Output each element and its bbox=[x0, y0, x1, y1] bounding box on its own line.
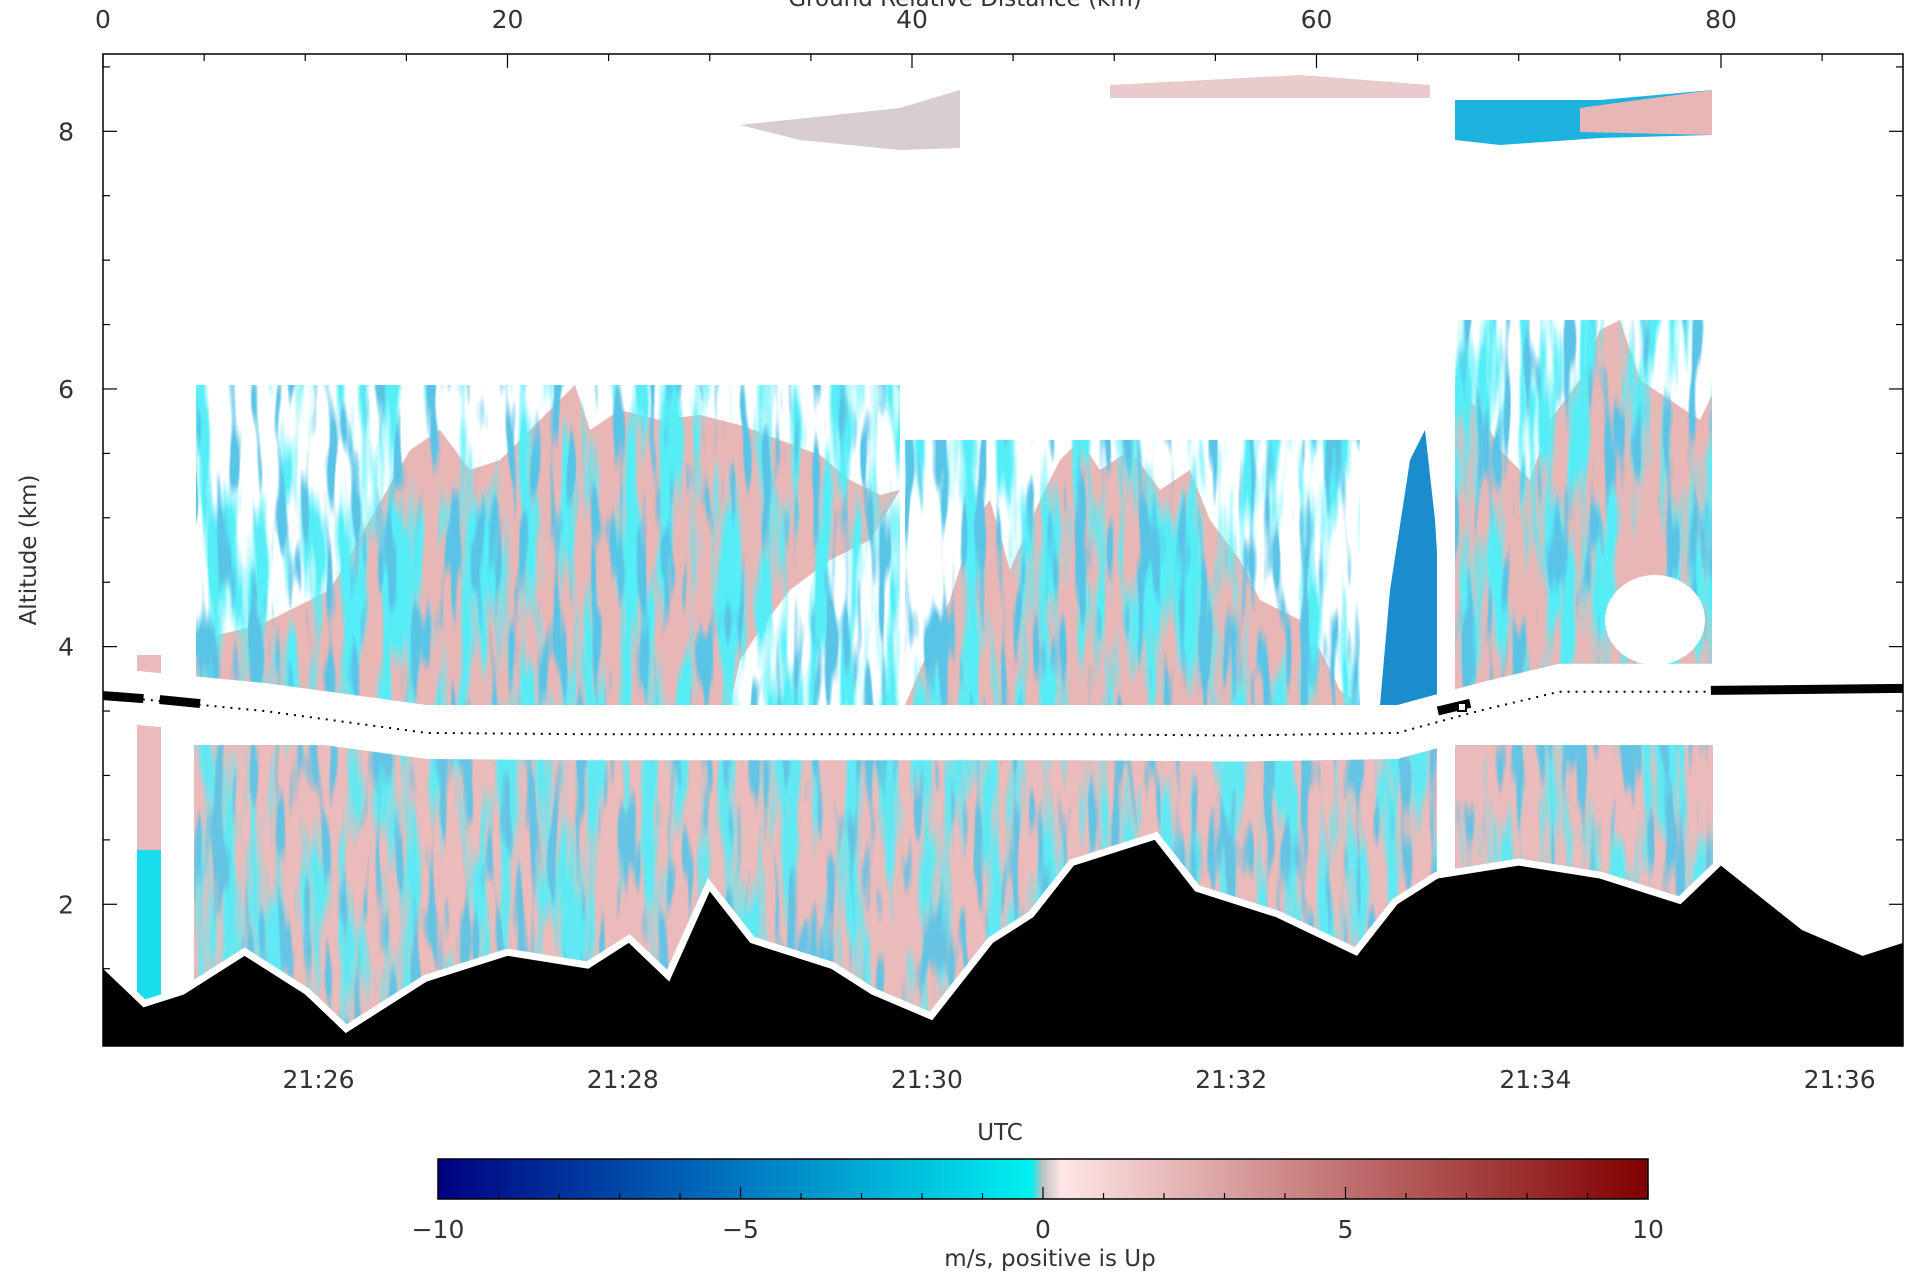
colorbar-tick-label: −10 bbox=[412, 1215, 465, 1244]
bottom-tick-label: 21:26 bbox=[282, 1065, 354, 1094]
top-tick-label: 80 bbox=[1705, 5, 1737, 34]
bottom-tick-label: 21:32 bbox=[1195, 1065, 1267, 1094]
bottom-tick-label: 21:30 bbox=[891, 1065, 963, 1094]
colorbar-tick-label: 10 bbox=[1632, 1215, 1664, 1244]
aircraft-marker bbox=[1457, 702, 1467, 712]
colorbar-tick-label: −5 bbox=[722, 1215, 759, 1244]
echo-upper-cloud-a-down bbox=[196, 385, 900, 705]
flight-track-band bbox=[103, 662, 1903, 762]
data-gap-2 bbox=[1437, 380, 1455, 900]
echo-early-strip-down bbox=[137, 850, 161, 1000]
bottom-axis-title: UTC bbox=[977, 1120, 1023, 1146]
clear-air-pocket bbox=[1605, 575, 1705, 665]
bottom-tick-label: 21:28 bbox=[587, 1065, 659, 1094]
top-axis: 0 20 40 60 80 bbox=[95, 5, 1823, 68]
top-axis-title: Ground Relative Distance (km) bbox=[788, 0, 1142, 12]
top-tick-label: 0 bbox=[95, 5, 111, 34]
velocity-field bbox=[103, 54, 1903, 1046]
right-blank bbox=[1713, 54, 1903, 994]
y-axis-title: Altitude (km) bbox=[16, 475, 42, 626]
colorbar-axis: −10 −5 0 5 10 bbox=[412, 1187, 1664, 1244]
left-tick-label: 4 bbox=[58, 633, 74, 662]
bottom-tick-label: 21:36 bbox=[1804, 1065, 1876, 1094]
colorbar bbox=[437, 1158, 1649, 1200]
left-tick-label: 6 bbox=[58, 375, 74, 404]
bottom-axis: 21:26 21:28 21:30 21:32 21:34 21:36 bbox=[165, 1032, 1876, 1094]
echo-high-band-b bbox=[1110, 75, 1430, 98]
terrain bbox=[103, 839, 1903, 1046]
echo-upper-cloud-c bbox=[1380, 430, 1440, 705]
bottom-tick-label: 21:34 bbox=[1499, 1065, 1571, 1094]
echo-high-band-c-up bbox=[1580, 90, 1712, 135]
left-axis: 2 4 6 8 bbox=[58, 66, 1903, 1034]
left-tick-label: 2 bbox=[58, 890, 74, 919]
top-tick-label: 40 bbox=[896, 5, 928, 34]
top-tick-label: 20 bbox=[492, 5, 524, 34]
echo-upper-cloud-b-down bbox=[905, 440, 1360, 705]
colorbar-tick-label: 0 bbox=[1035, 1215, 1051, 1244]
aircraft-track-left bbox=[103, 691, 201, 709]
left-tick-label: 8 bbox=[58, 117, 74, 146]
colorbar-title: m/s, positive is Up bbox=[944, 1246, 1155, 1272]
echo-high-band-a bbox=[740, 90, 960, 150]
colorbar-tick-label: 5 bbox=[1338, 1215, 1354, 1244]
top-tick-label: 60 bbox=[1301, 5, 1333, 34]
